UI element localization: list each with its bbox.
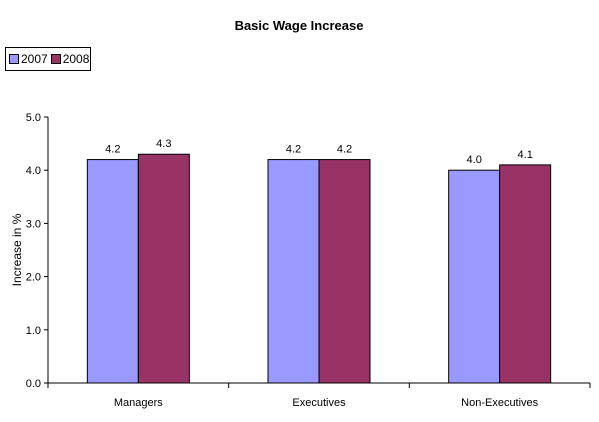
legend-label-2007: 2007: [21, 52, 48, 66]
x-tick-label: Executives: [292, 397, 346, 409]
legend-item-2008: 2008: [50, 52, 90, 66]
data-label: 4.2: [337, 144, 352, 156]
y-tick-label: 3.0: [26, 218, 41, 230]
y-ticks: 0.0 1.0 2.0 3.0 4.0 5.0: [26, 112, 48, 390]
legend-swatch-2008: [50, 54, 61, 64]
legend-item-2007: 2007: [9, 52, 48, 66]
data-label: 4.3: [156, 138, 171, 150]
y-axis-label: Increase in %: [10, 213, 24, 286]
y-tick-label: 4.0: [26, 165, 41, 177]
y-tick-label: 0.0: [26, 378, 41, 390]
data-label: 4.1: [518, 149, 533, 161]
y-tick-label: 2.0: [26, 272, 41, 284]
bar-2007-managers: [86, 159, 139, 384]
data-label: 4.0: [467, 154, 482, 166]
y-tick-label: 1.0: [26, 325, 41, 337]
data-label: 4.2: [286, 144, 301, 156]
data-labels: 4.2 4.3 4.2 4.2 4.0 4.1: [105, 138, 533, 166]
bar-2007-non-executives: [448, 169, 501, 384]
chart-title: Basic Wage Increase: [235, 18, 364, 33]
bar-2008-executives: [318, 159, 371, 384]
legend-swatch-2007: [9, 54, 19, 64]
data-label: 4.2: [105, 144, 120, 156]
legend-label-2008: 2008: [62, 52, 90, 66]
x-tick-labels: Managers Executives Non-Executives: [114, 397, 539, 409]
x-tick-label: Managers: [114, 397, 163, 409]
bar-2008-non-executives: [499, 164, 552, 384]
bars: [86, 153, 552, 384]
legend: 2007 2008: [5, 47, 91, 71]
bar-2008-managers: [137, 153, 190, 384]
x-ticks: [47, 383, 591, 388]
x-tick-label: Non-Executives: [461, 397, 539, 409]
bar-2007-executives: [267, 159, 320, 384]
y-tick-label: 5.0: [26, 112, 41, 124]
